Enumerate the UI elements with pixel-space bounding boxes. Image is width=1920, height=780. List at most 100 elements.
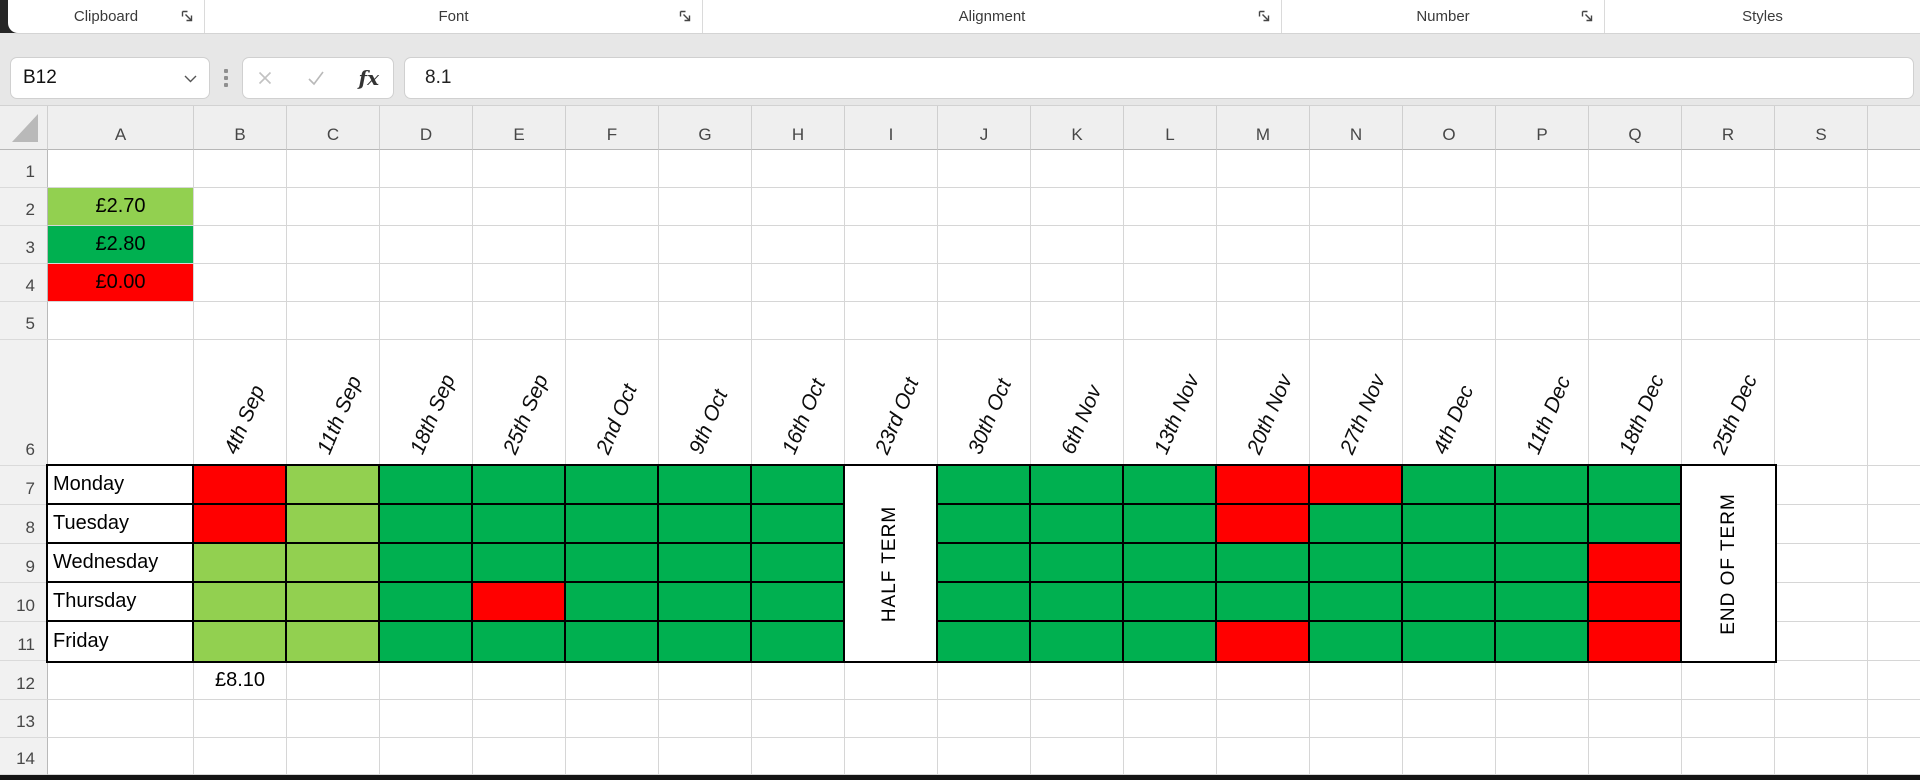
- row-header-9[interactable]: 9: [0, 544, 48, 583]
- schedule-cell[interactable]: [380, 583, 473, 622]
- schedule-cell[interactable]: [1589, 505, 1682, 544]
- grid-cell[interactable]: [938, 738, 1031, 775]
- grid-cell[interactable]: [1682, 700, 1775, 738]
- schedule-cell[interactable]: [473, 544, 566, 583]
- grid-cell[interactable]: [1124, 150, 1217, 188]
- grid-cell[interactable]: [1310, 264, 1403, 302]
- grid-cell[interactable]: [1124, 661, 1217, 700]
- schedule-cell[interactable]: [194, 505, 287, 544]
- schedule-cell[interactable]: [287, 622, 380, 661]
- grid-cell[interactable]: [1403, 661, 1496, 700]
- grid-cell[interactable]: [473, 150, 566, 188]
- grid-cell[interactable]: [1403, 340, 1496, 466]
- schedule-cell[interactable]: [1310, 583, 1403, 622]
- grid-cell[interactable]: [566, 738, 659, 775]
- grid-cell[interactable]: [1868, 302, 1920, 340]
- row-header-5[interactable]: 5: [0, 302, 48, 340]
- grid-cell[interactable]: [1217, 340, 1310, 466]
- day-label-thursday[interactable]: Thursday: [48, 583, 194, 622]
- schedule-cell[interactable]: [1589, 622, 1682, 661]
- grid-cell[interactable]: [380, 661, 473, 700]
- grid-cell[interactable]: [287, 700, 380, 738]
- schedule-cell[interactable]: [194, 466, 287, 505]
- grid-cell[interactable]: [845, 150, 938, 188]
- grid-cell[interactable]: [194, 700, 287, 738]
- grid-cell[interactable]: [1031, 738, 1124, 775]
- grid-cell[interactable]: [1589, 340, 1682, 466]
- grid-cell[interactable]: [752, 188, 845, 226]
- column-header-L[interactable]: L: [1124, 106, 1217, 150]
- grid-cell[interactable]: [194, 226, 287, 264]
- schedule-cell[interactable]: [1031, 505, 1124, 544]
- grid-cell[interactable]: [1496, 226, 1589, 264]
- dialog-launcher-icon[interactable]: [678, 9, 692, 23]
- grid-cell[interactable]: [287, 264, 380, 302]
- grid-cell[interactable]: [1031, 226, 1124, 264]
- grid-cell[interactable]: [845, 264, 938, 302]
- grid-cell[interactable]: [1682, 264, 1775, 302]
- row-header-2[interactable]: 2: [0, 188, 48, 226]
- schedule-cell[interactable]: [1031, 583, 1124, 622]
- grid-cell[interactable]: [380, 340, 473, 466]
- schedule-cell[interactable]: [752, 505, 845, 544]
- row-header-14[interactable]: 14: [0, 738, 48, 775]
- grid-cell[interactable]: [1589, 150, 1682, 188]
- schedule-cell[interactable]: [752, 622, 845, 661]
- grid-cell[interactable]: [1403, 302, 1496, 340]
- schedule-cell[interactable]: [659, 505, 752, 544]
- grid-cell[interactable]: [1031, 150, 1124, 188]
- grid-cell[interactable]: [659, 340, 752, 466]
- grid-cell[interactable]: [1031, 188, 1124, 226]
- grid-cell[interactable]: [1775, 738, 1868, 775]
- grid-cell[interactable]: [1589, 738, 1682, 775]
- schedule-cell[interactable]: [1217, 544, 1310, 583]
- grid-cell[interactable]: [1310, 340, 1403, 466]
- grid-cell[interactable]: [1031, 340, 1124, 466]
- grid-cell[interactable]: [938, 302, 1031, 340]
- day-label-monday[interactable]: Monday: [48, 466, 194, 505]
- column-header-C[interactable]: C: [287, 106, 380, 150]
- column-header-J[interactable]: J: [938, 106, 1031, 150]
- grid-cell[interactable]: [380, 738, 473, 775]
- grid-cell[interactable]: [845, 661, 938, 700]
- grid-cell[interactable]: [659, 661, 752, 700]
- grid-cell[interactable]: [473, 738, 566, 775]
- grid-cell[interactable]: [1589, 226, 1682, 264]
- grid-cell[interactable]: [752, 661, 845, 700]
- grid-cell[interactable]: [1124, 302, 1217, 340]
- schedule-cell[interactable]: [1496, 466, 1589, 505]
- schedule-cell[interactable]: [938, 622, 1031, 661]
- grid-cell[interactable]: [845, 340, 938, 466]
- schedule-cell[interactable]: [1496, 505, 1589, 544]
- column-header-H[interactable]: H: [752, 106, 845, 150]
- grid-cell[interactable]: [1682, 302, 1775, 340]
- schedule-cell[interactable]: [1403, 544, 1496, 583]
- dialog-launcher-icon[interactable]: [1580, 9, 1594, 23]
- schedule-cell[interactable]: [1124, 466, 1217, 505]
- grid-cell[interactable]: [845, 188, 938, 226]
- grid-cell[interactable]: [752, 150, 845, 188]
- schedule-cell[interactable]: [938, 466, 1031, 505]
- grid-cell[interactable]: [1868, 738, 1920, 775]
- grid-cell[interactable]: [1403, 264, 1496, 302]
- grid-cell[interactable]: [845, 302, 938, 340]
- grid-cell[interactable]: [380, 226, 473, 264]
- schedule-cell[interactable]: [287, 505, 380, 544]
- schedule-cell[interactable]: [938, 583, 1031, 622]
- grid-cell[interactable]: [1310, 661, 1403, 700]
- row-header-12[interactable]: 12: [0, 661, 48, 700]
- grid-cell[interactable]: [473, 188, 566, 226]
- enter-icon[interactable]: [307, 70, 325, 86]
- insert-function-icon[interactable]: fx: [358, 66, 379, 90]
- dialog-launcher-icon[interactable]: [180, 9, 194, 23]
- schedule-cell[interactable]: [380, 466, 473, 505]
- grid-cell[interactable]: [1589, 700, 1682, 738]
- grid-cell[interactable]: [1124, 738, 1217, 775]
- grid-cell[interactable]: [1868, 264, 1920, 302]
- row-header-6[interactable]: 6: [0, 340, 48, 466]
- schedule-cell[interactable]: [473, 505, 566, 544]
- grid-cell[interactable]: [1868, 661, 1920, 700]
- schedule-cell[interactable]: [938, 505, 1031, 544]
- column-header-I[interactable]: I: [845, 106, 938, 150]
- grid-cell[interactable]: [1775, 700, 1868, 738]
